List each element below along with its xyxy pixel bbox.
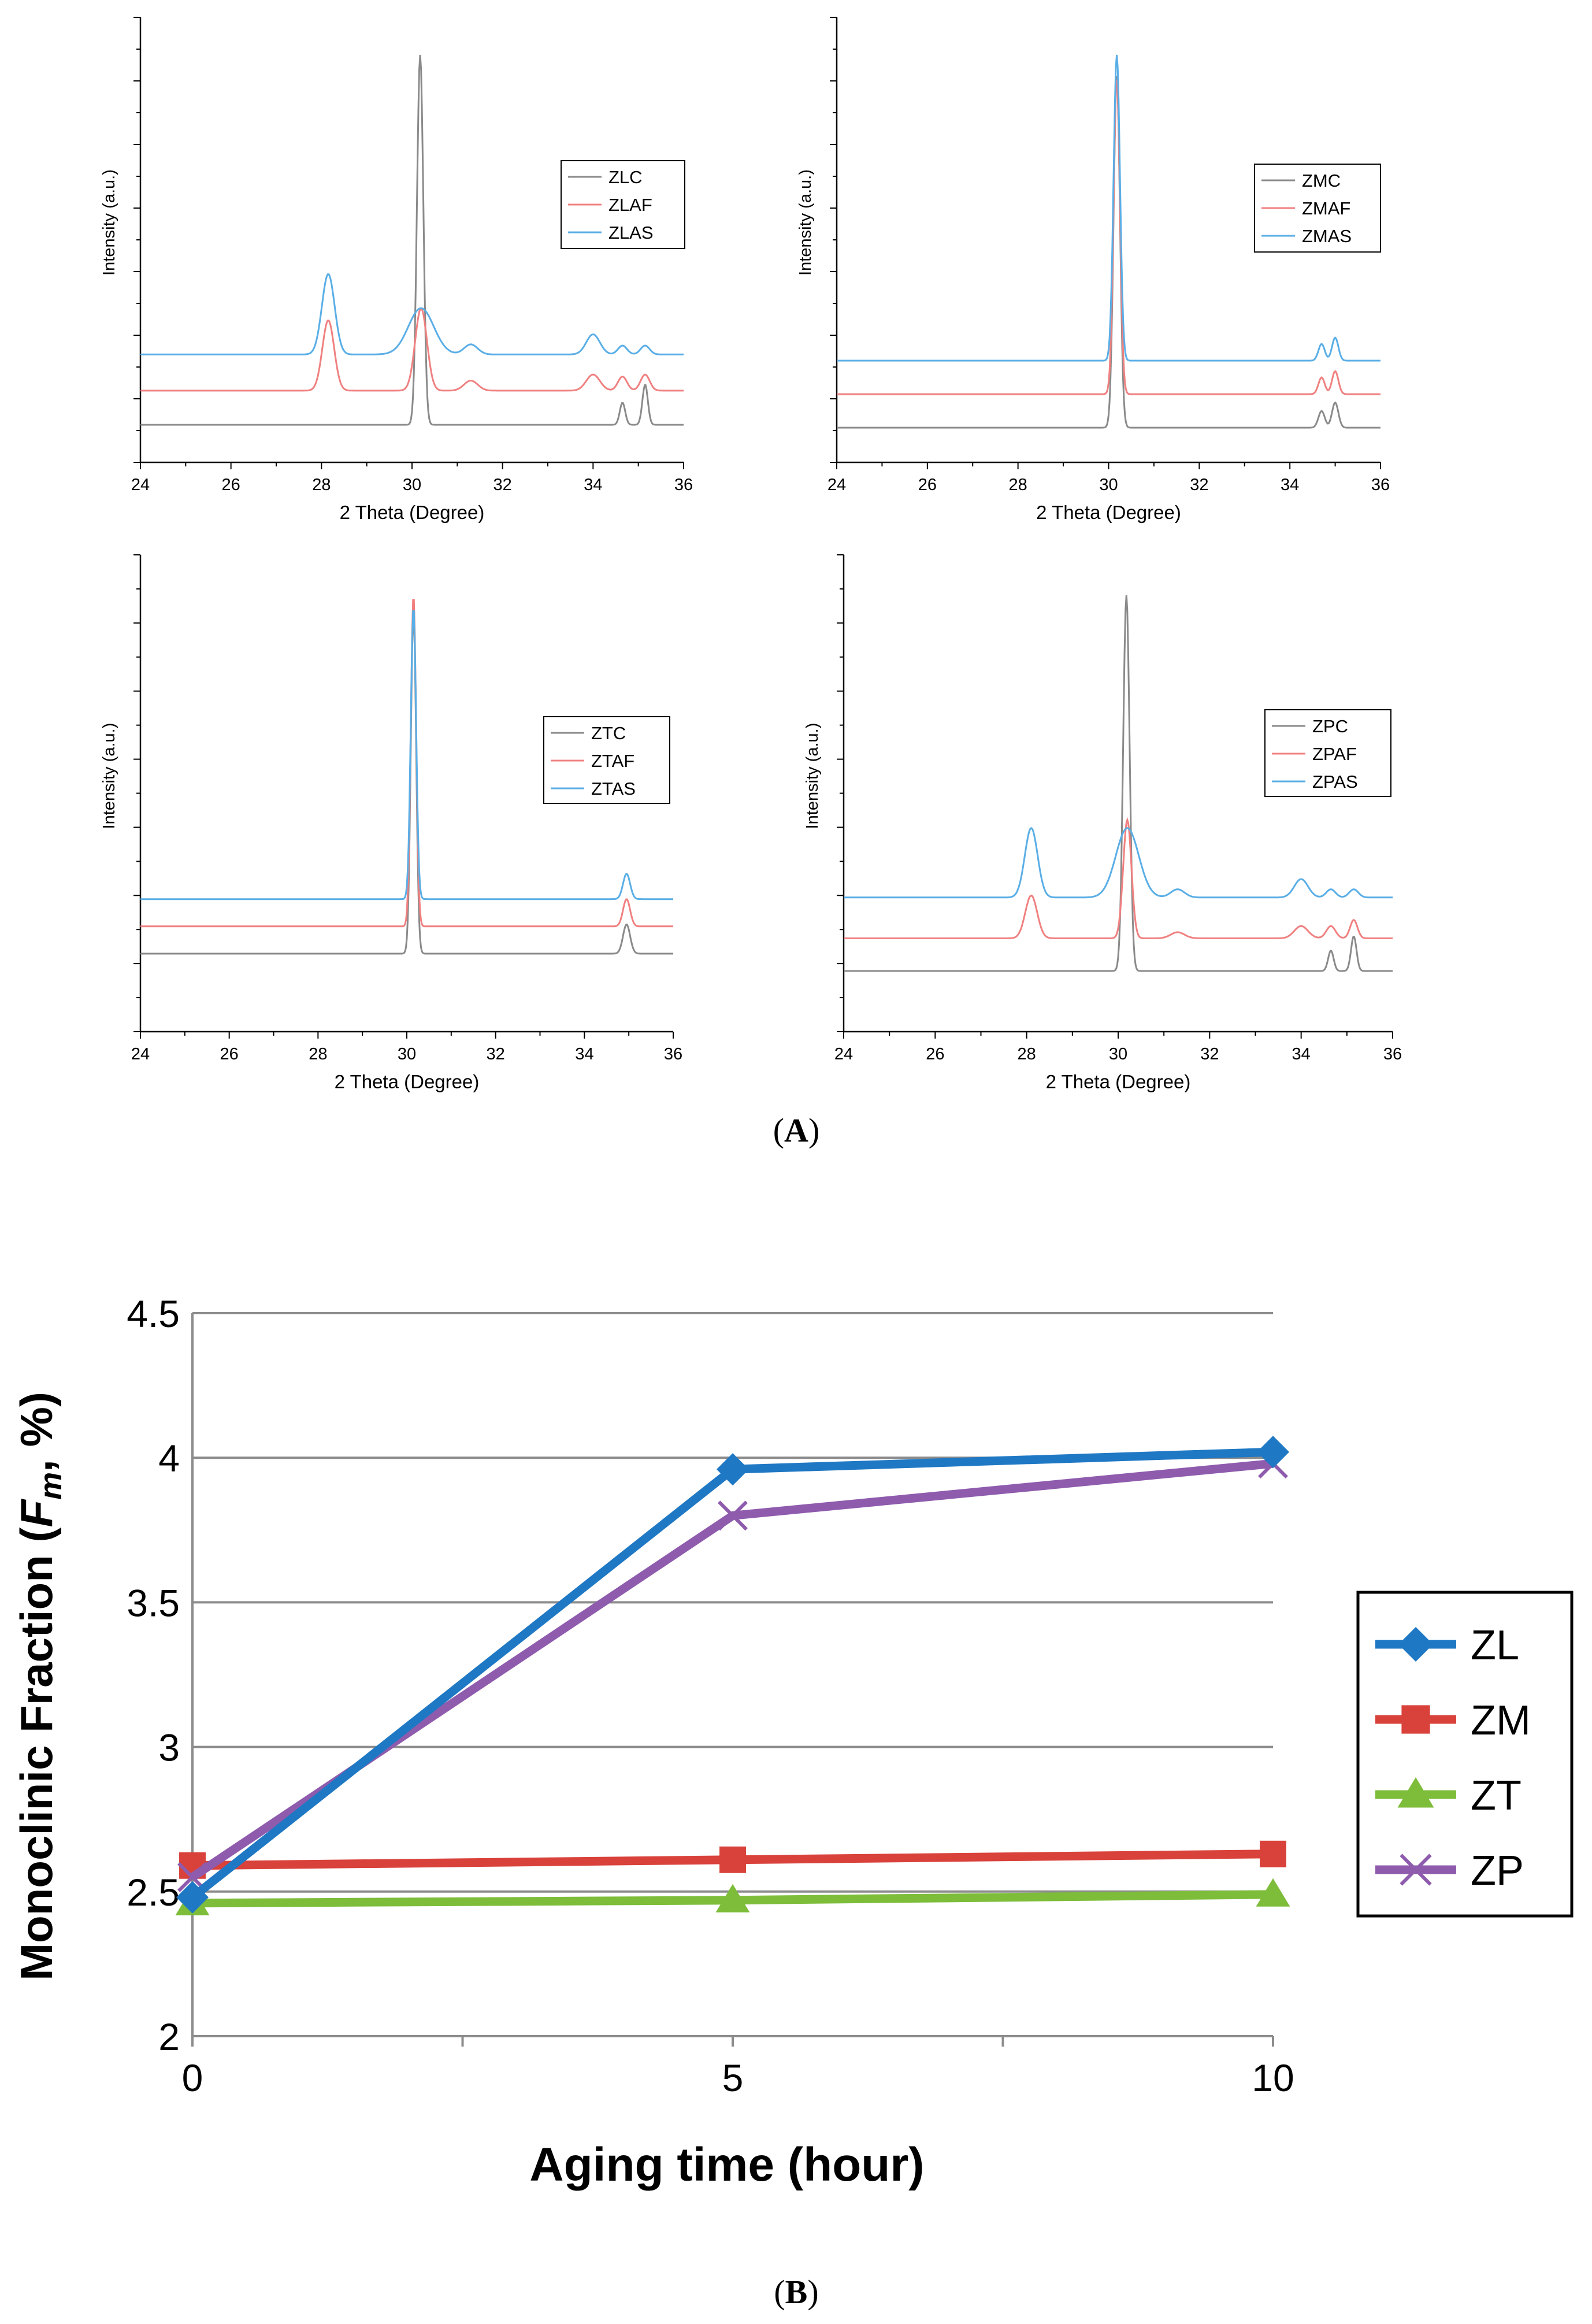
series-line-zlas bbox=[140, 273, 684, 355]
x-tick-label: 30 bbox=[398, 1045, 416, 1063]
x-tick-label: 36 bbox=[1371, 476, 1390, 494]
y-axis-label: Monoclinic Fraction (Fm, %) bbox=[11, 1392, 68, 1981]
legend-label-ztas: ZTAS bbox=[591, 779, 636, 799]
y-tick-label: 2.5 bbox=[127, 1871, 180, 1914]
legend-label-zlc: ZLC bbox=[608, 167, 643, 187]
series-line-ztas bbox=[140, 610, 673, 900]
series-line-zpas bbox=[844, 826, 1393, 899]
x-tick-label: 28 bbox=[312, 476, 331, 494]
legend-label-zpas: ZPAS bbox=[1312, 772, 1358, 792]
x-tick-label: 34 bbox=[584, 476, 602, 494]
panel-a-caption: (A) bbox=[773, 1111, 820, 1149]
legend-label-zlas: ZLAS bbox=[608, 223, 654, 243]
series-line-zmc bbox=[837, 76, 1381, 429]
x-tick-label: 26 bbox=[926, 1045, 944, 1063]
series-line-ztaf bbox=[140, 599, 673, 928]
x-tick-label: 32 bbox=[1200, 1045, 1219, 1063]
legend-label-zmaf: ZMAF bbox=[1302, 198, 1350, 218]
x-tick-label: 36 bbox=[674, 476, 693, 494]
y-tick-label: 3.5 bbox=[127, 1581, 180, 1624]
y-tick-label: 4 bbox=[158, 1437, 180, 1480]
legend-marker bbox=[1398, 1627, 1433, 1662]
legend-marker bbox=[1401, 1705, 1430, 1734]
data-point-zl bbox=[1257, 1436, 1289, 1469]
x-tick-label: 28 bbox=[1009, 476, 1027, 494]
y-tick-label: 2 bbox=[158, 2015, 180, 2058]
legend-label-ztaf: ZTAF bbox=[591, 751, 634, 771]
legend-label-zlaf: ZLAF bbox=[608, 195, 652, 215]
y-tick-label: 3 bbox=[158, 1726, 180, 1769]
data-point-zt bbox=[715, 1884, 750, 1912]
x-tick-label: 32 bbox=[487, 1045, 505, 1063]
x-tick-label: 26 bbox=[222, 476, 240, 494]
legend-label-zpc: ZPC bbox=[1312, 716, 1348, 736]
x-tick-label: 26 bbox=[918, 476, 937, 494]
y-tick-label: 4.5 bbox=[127, 1292, 180, 1335]
x-tick-label: 32 bbox=[493, 476, 512, 494]
x-tick-label: 0 bbox=[182, 2056, 203, 2099]
y-axis-label: Intensity (a.u.) bbox=[803, 723, 822, 829]
x-axis-label: Aging time (hour) bbox=[529, 2138, 924, 2191]
y-axis-label: Intensity (a.u.) bbox=[796, 169, 815, 276]
data-point-zl bbox=[176, 1881, 209, 1914]
data-point-zp bbox=[718, 1500, 748, 1531]
xrd-panel-3: 24 26 28 30 32 34 36 2 Theta (Degree) Intensity … bbox=[100, 554, 682, 1092]
data-point-zl bbox=[717, 1453, 749, 1486]
x-tick-label: 24 bbox=[827, 476, 846, 494]
series-line-zlc bbox=[140, 54, 684, 426]
x-tick-label: 34 bbox=[1281, 476, 1299, 494]
series-line-zmas bbox=[837, 54, 1381, 362]
x-tick-label: 24 bbox=[131, 476, 150, 494]
xrd-panel-4: 24 26 28 30 32 34 36 2 Theta (Degree) Intensity … bbox=[803, 554, 1402, 1092]
x-tick-label: 24 bbox=[131, 1045, 150, 1063]
x-tick-label: 28 bbox=[1018, 1045, 1036, 1063]
legend-label-zt: ZT bbox=[1471, 1773, 1522, 1819]
series-line-zmaf bbox=[837, 80, 1381, 395]
x-tick-label: 26 bbox=[220, 1045, 239, 1063]
x-tick-label: 30 bbox=[1109, 1045, 1127, 1063]
xrd-panel-1: 24 26 28 30 32 34 36 2 Theta (Degree) Intensity … bbox=[100, 17, 693, 523]
series-line-ztc bbox=[140, 614, 673, 955]
legend-label-ztc: ZTC bbox=[591, 723, 626, 743]
x-tick-label: 28 bbox=[309, 1045, 327, 1063]
series-line-zp bbox=[190, 1459, 1274, 1881]
x-tick-label: 36 bbox=[1383, 1045, 1402, 1063]
data-point-zm bbox=[1260, 1840, 1286, 1867]
series-line-zpc bbox=[844, 595, 1393, 972]
x-tick-label: 10 bbox=[1252, 2056, 1294, 2099]
x-axis-label: 2 Theta (Degree) bbox=[335, 1071, 480, 1092]
data-point-zm bbox=[719, 1846, 746, 1873]
series-line-zlaf bbox=[140, 307, 684, 392]
x-axis-label: 2 Theta (Degree) bbox=[340, 502, 485, 523]
x-tick-label: 30 bbox=[403, 476, 421, 494]
x-tick-label: 36 bbox=[664, 1045, 682, 1063]
x-tick-label: 24 bbox=[834, 1045, 853, 1063]
xrd-panel-2: 24 26 28 30 32 34 36 2 Theta (Degree) Intensity … bbox=[796, 17, 1390, 523]
legend-label-zm: ZM bbox=[1471, 1697, 1531, 1744]
series-line-zpaf bbox=[844, 817, 1393, 939]
legend-label-zmc: ZMC bbox=[1302, 170, 1341, 191]
legend-label-zpaf: ZPAF bbox=[1312, 744, 1357, 764]
legend-marker bbox=[1397, 1777, 1434, 1808]
legend-label-zl: ZL bbox=[1471, 1622, 1519, 1669]
x-axis-label: 2 Theta (Degree) bbox=[1046, 1071, 1191, 1092]
x-tick-label: 34 bbox=[575, 1045, 593, 1063]
x-axis-label: 2 Theta (Degree) bbox=[1036, 502, 1181, 523]
legend-marker bbox=[1400, 1854, 1432, 1886]
x-tick-label: 30 bbox=[1099, 476, 1118, 494]
x-tick-label: 34 bbox=[1292, 1045, 1311, 1063]
legend-label-zp: ZP bbox=[1471, 1848, 1524, 1894]
y-axis-label: Intensity (a.u.) bbox=[100, 723, 118, 829]
data-point-zt bbox=[1256, 1878, 1290, 1907]
aging-chart: 2 2.5 3 3.5 4 4.5 0 5 10 Aging time (hour) Monocli… bbox=[11, 1292, 1574, 2191]
legend-label-zmas: ZMAS bbox=[1302, 226, 1352, 246]
x-tick-label: 5 bbox=[722, 2056, 744, 2099]
panel-b-caption: (B) bbox=[774, 2273, 818, 2311]
y-axis-label: Intensity (a.u.) bbox=[100, 169, 118, 276]
x-tick-label: 32 bbox=[1190, 476, 1208, 494]
